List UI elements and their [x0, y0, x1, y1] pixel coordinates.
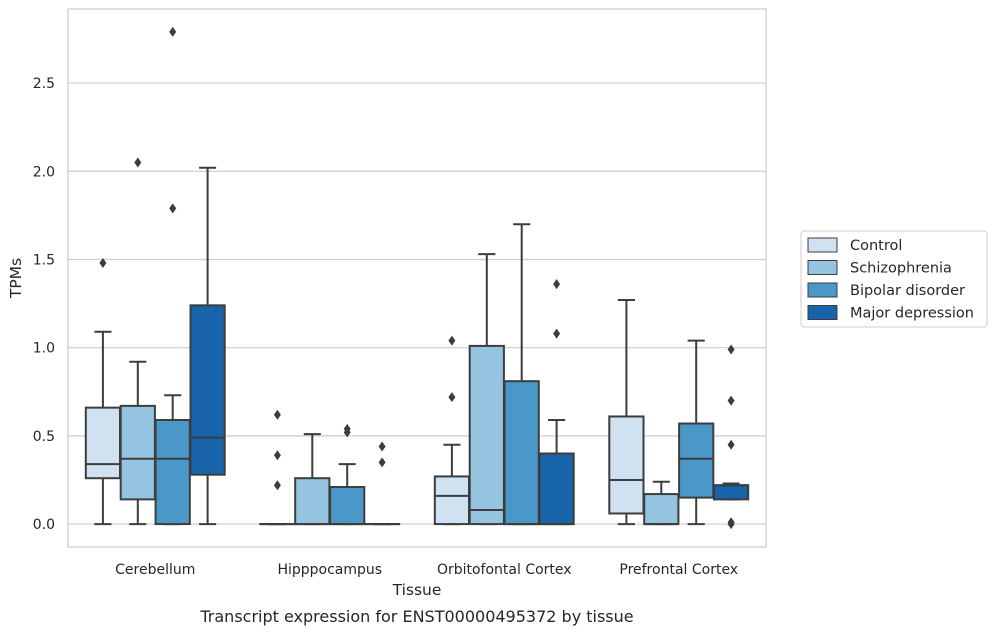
box-bipolar-disorder	[678, 339, 715, 526]
outlier-point	[553, 279, 561, 290]
box-body	[678, 422, 715, 499]
x-tick-label: Orbitofontal Cortex	[437, 562, 572, 578]
box-control	[608, 299, 645, 526]
legend-label: Schizophrenia	[850, 261, 952, 277]
outlier-point	[99, 258, 107, 269]
box-body	[329, 486, 366, 526]
outlier-point	[273, 450, 281, 461]
legend-swatch	[807, 305, 838, 320]
y-tick-label: 0.0	[33, 517, 55, 533]
x-tick-label: Hipppocampus	[277, 562, 382, 578]
box-body	[154, 418, 191, 526]
box-body	[189, 304, 226, 476]
legend-swatch	[807, 282, 838, 298]
box-body	[712, 484, 750, 501]
x-tick-label: Cerebellum	[115, 562, 195, 578]
box-body	[294, 477, 331, 526]
plot-frame	[67, 8, 767, 548]
outlier-point	[448, 335, 456, 346]
outlier-point	[169, 203, 177, 214]
box-major-depression	[189, 166, 226, 526]
legend-swatch	[807, 237, 838, 253]
box-schizophrenia	[643, 480, 680, 526]
legend-frame	[800, 230, 988, 328]
box-body	[433, 475, 471, 526]
outlier-point	[273, 409, 281, 420]
outlier-point	[169, 26, 177, 37]
outlier-point	[378, 441, 386, 452]
box-body	[468, 344, 505, 526]
legend-swatch	[807, 260, 838, 275]
chart-caption: Transcript expression for ENST0000049537…	[199, 607, 633, 626]
x-axis-label: Tissue	[392, 581, 442, 599]
box-major-depression	[363, 441, 401, 526]
box-body	[643, 493, 680, 526]
outlier-point	[553, 328, 561, 339]
legend-label: Major depression	[850, 306, 974, 322]
box-body	[538, 452, 575, 526]
box-bipolar-disorder	[154, 26, 191, 526]
x-tick-label: Prefrontal Cortex	[619, 562, 738, 578]
legend-label: Control	[850, 238, 902, 254]
legend: Control Schizophrenia Bipolar disorder Majo…	[800, 230, 988, 328]
y-tick-label: 1.5	[33, 252, 55, 268]
box-control	[433, 335, 471, 526]
y-tick-labels: 0.0 0.5 1.0 1.5 2.0 2.5	[33, 76, 55, 533]
box-bipolar-disorder	[329, 423, 366, 526]
box-body	[119, 404, 156, 501]
box-bipolar-disorder	[503, 223, 540, 526]
y-tick-label: 2.0	[33, 164, 55, 180]
x-tick-labels: Cerebellum Hipppocampus Orbitofontal Corte…	[115, 562, 738, 578]
box-body	[503, 380, 540, 526]
outlier-point	[134, 157, 142, 168]
outlier-point	[378, 457, 386, 468]
y-tick-label: 1.0	[33, 341, 55, 357]
box-schizophrenia	[468, 253, 505, 526]
box-major-depression	[712, 344, 750, 530]
outlier-point	[448, 392, 456, 403]
box-body	[84, 406, 122, 480]
box-groups	[84, 26, 750, 530]
outlier-point	[727, 517, 735, 528]
y-tick-label: 2.5	[33, 76, 55, 92]
outlier-point	[727, 344, 735, 355]
y-axis-label: TPMs	[7, 258, 25, 299]
outlier-point	[727, 395, 735, 406]
outlier-point	[273, 480, 281, 491]
outlier-point	[343, 423, 351, 434]
outlier-point	[727, 439, 735, 450]
box-major-depression	[538, 279, 575, 526]
legend-label: Bipolar disorder	[850, 283, 965, 299]
y-tick-label: 0.5	[33, 429, 55, 445]
box-body	[608, 415, 645, 515]
